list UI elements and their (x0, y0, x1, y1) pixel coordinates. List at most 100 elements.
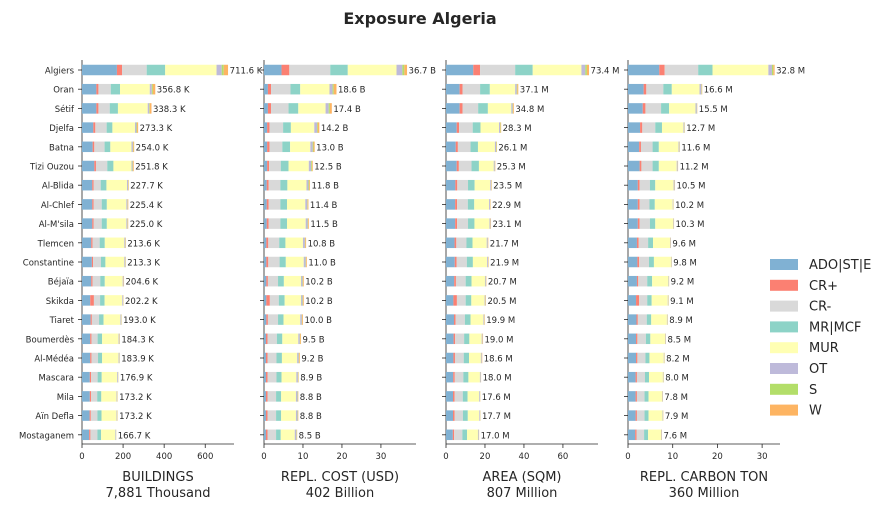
total-label: 10.3 M (676, 220, 705, 230)
x-axis-label: BUILDINGS (122, 470, 193, 485)
bar-segment (652, 295, 668, 306)
bar-segment (672, 84, 700, 95)
bar-segment (446, 295, 453, 306)
bar-segment (683, 122, 684, 133)
bar-segment (479, 161, 494, 172)
bar-segment (404, 65, 407, 76)
bar-segment (304, 257, 306, 268)
bar-segment (90, 410, 91, 421)
bar-segment (636, 430, 644, 441)
bar-segment (348, 65, 397, 76)
bar-segment (82, 334, 90, 345)
bar-segment (663, 84, 671, 95)
bar-segment (456, 142, 458, 153)
bar-segment (122, 65, 147, 76)
bar-segment (276, 430, 281, 441)
bar-segment (268, 372, 277, 383)
bar-segment (301, 276, 303, 287)
bar-segment (455, 372, 464, 383)
bar-segment (645, 353, 649, 364)
legend-item: MR|MCF (770, 320, 861, 335)
bar-segment (649, 410, 663, 421)
total-label: 202.2 K (125, 297, 158, 307)
x-tick-label: 10 (298, 452, 309, 462)
bar-segment (310, 142, 312, 153)
bar-segment (92, 276, 100, 287)
bar-segment (654, 257, 671, 268)
y-tick-label: Tlemcen (37, 239, 74, 249)
bar-segment (455, 334, 464, 345)
bar-segment (397, 65, 403, 76)
bar-segment (305, 199, 307, 210)
bar-segment (94, 295, 100, 306)
bar-segment (646, 84, 663, 95)
bar-segment (485, 276, 486, 287)
total-label: 183.9 K (121, 355, 154, 365)
bar-segment (306, 218, 308, 229)
bar-segment (638, 199, 640, 210)
total-label: 10.8 B (308, 239, 336, 249)
bar-segment (281, 391, 296, 402)
bar-segment (271, 103, 289, 114)
total-label: 8.9 M (669, 316, 693, 326)
bar-segment (454, 314, 456, 325)
bar-segment (457, 257, 467, 268)
bar-segment (286, 257, 304, 268)
bar-segment (98, 334, 103, 345)
bar-segment (446, 391, 453, 402)
bar-segment (628, 257, 637, 268)
y-tick-label: Al-Chlef (41, 201, 75, 211)
bar-segment (281, 410, 296, 421)
total-label: 8.9 B (300, 374, 322, 384)
x-tick-label: 20 (712, 452, 723, 462)
total-label: 20.7 M (488, 278, 517, 288)
bar-segment (267, 142, 269, 153)
bar-segment (482, 334, 483, 345)
total-label: 7.9 M (665, 412, 689, 422)
x-tick-label: 10 (667, 452, 678, 462)
bar-segment (264, 410, 266, 421)
bar-segment (333, 84, 334, 95)
bar-segment (102, 410, 117, 421)
bar-segment (648, 238, 653, 249)
total-label: 18.0 M (483, 374, 512, 384)
total-label: 25.3 M (497, 163, 526, 173)
bar-segment (267, 218, 269, 229)
legend-swatch (770, 280, 798, 291)
bar-segment (648, 430, 661, 441)
y-tick-label: Constantine (23, 259, 74, 269)
bar-segment (457, 122, 459, 133)
bar-segment (446, 410, 453, 421)
total-label: 28.3 M (503, 124, 532, 134)
bar-segment (106, 180, 127, 191)
bar-segment (628, 410, 636, 421)
bar-segment (649, 391, 662, 402)
bar-segment (479, 410, 480, 421)
total-label: 13.0 B (316, 143, 344, 153)
bar-segment (153, 84, 155, 95)
total-label: 23.5 M (493, 182, 522, 192)
y-tick-label: Aïn Defla (35, 412, 74, 422)
bar-segment (285, 238, 303, 249)
y-tick-label: Oran (53, 86, 74, 96)
bar-segment (454, 276, 456, 287)
bar-segment (455, 391, 463, 402)
bar-segment (279, 295, 285, 306)
bar-segment (266, 353, 268, 364)
bar-segment (468, 199, 474, 210)
bar-segment (495, 142, 496, 153)
bar-segment (82, 257, 92, 268)
x-tick-label: 40 (519, 452, 530, 462)
bar-segment (501, 122, 502, 133)
bar-segment (82, 430, 89, 441)
bar-segment (264, 334, 266, 345)
bar-segment (453, 430, 454, 441)
y-tick-label: Batna (49, 143, 74, 153)
panel-1: 36.7 B18.6 B17.4 B14.2 B13.0 B12.5 B11.8… (260, 60, 436, 501)
bar-segment (488, 103, 511, 114)
bar-segment (478, 142, 495, 153)
bar-segment (636, 391, 637, 402)
bar-segment (483, 314, 484, 325)
bar-segment (330, 103, 332, 114)
bar-segment (135, 122, 136, 133)
